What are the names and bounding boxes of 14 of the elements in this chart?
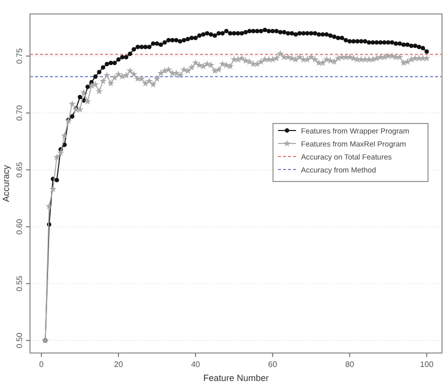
x-axis-title: Feature Number: [203, 373, 269, 383]
x-tick-label: 0: [39, 360, 44, 369]
x-tick-label: 80: [345, 360, 355, 369]
x-tick-label: 40: [191, 360, 201, 369]
y-tick-label: 0.55: [15, 275, 24, 292]
y-axis-title: Accuracy: [1, 164, 11, 202]
x-tick-label: 20: [114, 360, 124, 369]
x-tick-label: 100: [420, 360, 434, 369]
y-tick-label: 0.60: [15, 218, 24, 235]
x-tick-label: 60: [268, 360, 278, 369]
y-tick-label: 0.65: [15, 162, 24, 178]
y-tick-label: 0.70: [15, 104, 24, 121]
y-tick-label: 0.50: [15, 332, 24, 348]
y-tick-label: 0.75: [15, 48, 24, 64]
